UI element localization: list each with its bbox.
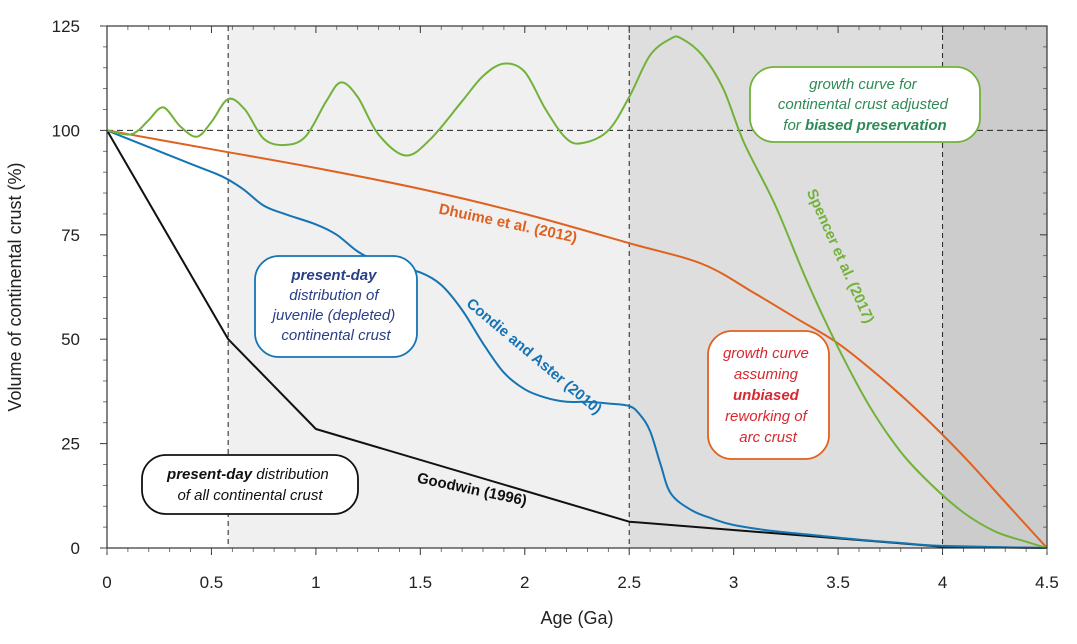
x-tick-labels: 0 0.5 1 1.5 2 2.5 3 3.5 4 4.5 [102, 573, 1059, 592]
y-tick-label: 50 [61, 330, 80, 349]
x-tick-label: 4.5 [1035, 573, 1059, 592]
x-axis-title: Age (Ga) [540, 608, 613, 628]
x-tick-label: 2 [520, 573, 529, 592]
annotation-unbiased-line2: assuming [734, 366, 799, 383]
x-tick-label: 0.5 [200, 573, 224, 592]
annotation-juvenile-line3: juvenile (depleted) [271, 307, 396, 324]
annotation-unbiased-line4: reworking of [725, 408, 809, 425]
annotation-unbiased: growth curve assuming unbiased reworking… [707, 330, 830, 460]
y-tick-label: 25 [61, 435, 80, 454]
annotation-unbiased-line1: growth curve [723, 345, 809, 362]
svg-text:growth curve for contine: growth curve for continental crust adjus… [778, 76, 952, 134]
plot-frame [106, 25, 1048, 549]
svg-text:growth curve assuming: growth curve assuming unbiased reworking… [723, 345, 813, 446]
x-tick-label: 1 [311, 573, 320, 592]
x-tick-label: 4 [938, 573, 947, 592]
spencer-curve [106, 35, 1048, 549]
annotation-unbiased-line5: arc crust [739, 429, 797, 446]
data-series [106, 35, 1048, 549]
annotation-all-crust-line1: distribution [252, 466, 329, 483]
annotation-biased-line2: continental crust adjusted [778, 96, 949, 113]
svg-text:present-day distribution: present-day distribution of juvenile (de… [271, 267, 400, 344]
y-tick-label: 125 [52, 17, 80, 36]
x-tick-label: 0 [102, 573, 111, 592]
y-tick-label: 75 [61, 226, 80, 245]
annotation-all-crust-line2: of all continental crust [177, 487, 323, 504]
annotation-biased-line3a: for [783, 117, 805, 134]
annotation-biased-line3b: biased preservation [805, 117, 947, 134]
annotation-biased-line1: growth curve for [809, 76, 918, 93]
y-tick-label: 0 [71, 539, 80, 558]
annotation-juvenile-box [254, 255, 418, 358]
x-tick-label: 1.5 [409, 573, 433, 592]
svg-text:present-day distribution: present-day distribution of all continen… [166, 466, 333, 504]
x-tick-label: 3.5 [826, 573, 850, 592]
x-tick-label: 3 [729, 573, 738, 592]
annotation-juvenile-line4: continental crust [281, 327, 391, 344]
annotation-unbiased-box [707, 330, 830, 460]
y-axis-title: Volume of continental crust (%) [5, 162, 25, 411]
annotation-all-crust: present-day distribution of all continen… [141, 454, 359, 515]
annotation-juvenile-line1: present-day [290, 267, 377, 284]
x-tick-label: 2.5 [617, 573, 641, 592]
annotation-unbiased-line3: unbiased [733, 387, 800, 404]
annotation-juvenile-line2: distribution of [289, 287, 380, 304]
annotation-all-crust-bold: present-day [166, 466, 253, 483]
annotation-biased-box [749, 66, 981, 143]
y-tick-label: 100 [52, 121, 80, 140]
dhuime-curve [106, 129, 1048, 549]
condie-aster-curve [106, 129, 1048, 549]
annotation-all-crust-box [141, 454, 359, 515]
annotation-juvenile-crust: present-day distribution of juvenile (de… [254, 255, 418, 358]
y-tick-labels: 0 25 50 75 100 125 [52, 17, 80, 558]
annotation-biased: growth curve for continental crust adjus… [749, 66, 981, 143]
